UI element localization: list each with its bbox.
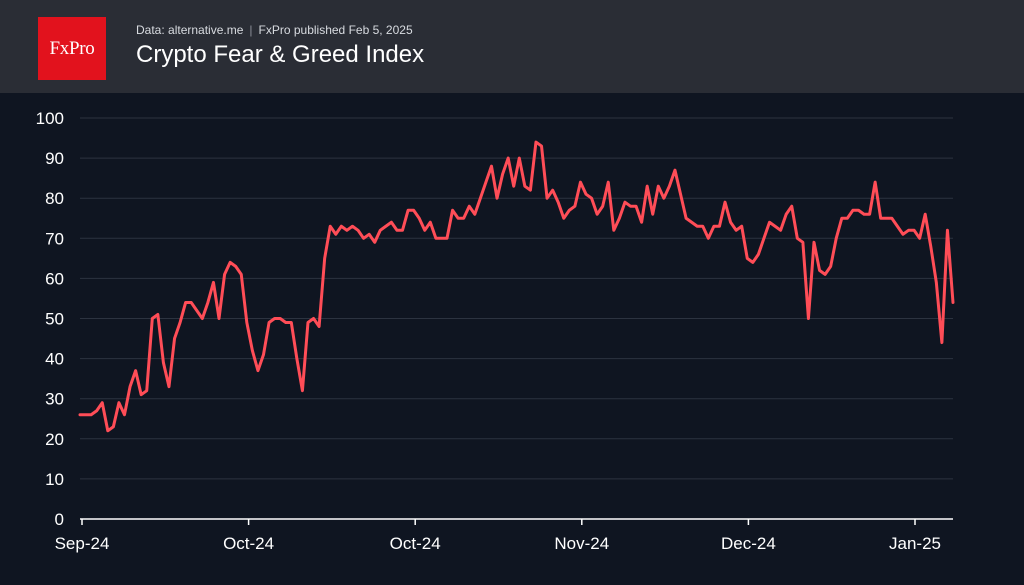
chart-title: Crypto Fear & Greed Index [136, 41, 425, 68]
fxpro-logo: FxPro [38, 17, 106, 80]
y-tick-label: 30 [45, 390, 64, 409]
y-tick-label: 50 [45, 310, 64, 329]
line-chart: 0 10 20 30 40 50 60 70 80 90 100 Sep-24 Oct-24 Oct-2… [36, 109, 955, 553]
x-tick-label: Oct-24 [223, 534, 274, 553]
y-tick-label: 100 [36, 109, 64, 128]
y-tick-label: 70 [45, 229, 64, 248]
y-tick-label: 80 [45, 189, 64, 208]
y-tick-label: 0 [55, 510, 64, 529]
source-line: Data: alternative.me | FxPro published Feb… [136, 23, 413, 37]
y-tick-label: 90 [45, 149, 64, 168]
x-tick-label: Sep-24 [55, 534, 110, 553]
x-tick-label: Jan-25 [889, 534, 941, 553]
x-tick-label: Nov-24 [554, 534, 609, 553]
x-axis-ticks: Sep-24 Oct-24 Oct-24 Nov-24 Dec-24 Jan-25 [55, 519, 941, 553]
x-tick-label: Dec-24 [721, 534, 776, 553]
header-bar: FxPro Data: alternative.me | FxPro publish… [0, 0, 1024, 93]
separator: | [249, 23, 253, 37]
y-tick-label: 10 [45, 470, 64, 489]
published-date: FxPro published Feb 5, 2025 [258, 23, 413, 37]
logo-text: FxPro [49, 37, 95, 59]
y-tick-label: 20 [45, 430, 64, 449]
y-tick-label: 40 [45, 350, 64, 369]
y-tick-label: 60 [45, 269, 64, 288]
x-tick-label: Oct-24 [390, 534, 441, 553]
y-axis-ticks: 0 10 20 30 40 50 60 70 80 90 100 [36, 109, 64, 529]
series-line [78, 140, 955, 433]
data-source: Data: alternative.me [136, 23, 244, 37]
